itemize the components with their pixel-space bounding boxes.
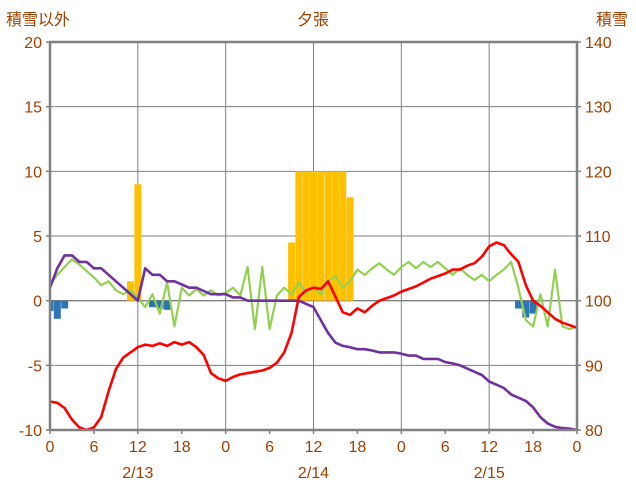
left-axis-tick-label: 5 (33, 229, 42, 246)
right-axis-tick-label: 90 (585, 358, 603, 375)
hour-tick-label: 6 (441, 439, 450, 456)
right-axis-tick-label: 130 (585, 100, 612, 117)
left-axis-tick-label: -5 (28, 358, 42, 375)
blue-bars-series (515, 300, 522, 309)
series-group (50, 171, 577, 430)
orange-bars-series (317, 171, 325, 301)
orange-bars-series (339, 171, 347, 301)
hour-tick-label: 0 (46, 439, 55, 456)
hour-tick-label: 0 (397, 439, 406, 456)
left-axis-tick-label: 0 (33, 294, 42, 311)
hour-tick-label: 18 (173, 439, 191, 456)
blue-bars-series (529, 300, 537, 314)
right-axis-tick-label: 80 (585, 423, 603, 440)
date-label: 2/13 (122, 465, 153, 482)
right-axis-tick-label: 140 (585, 35, 612, 52)
left-axis-tick-label: -10 (19, 423, 42, 440)
right-axis-tick-label: 100 (585, 294, 612, 311)
orange-bars-series (302, 171, 310, 301)
orange-bars-series (346, 197, 354, 301)
hour-tick-label: 12 (129, 439, 147, 456)
blue-bars-series (50, 300, 54, 311)
left-axis-tick-label: 10 (24, 164, 42, 181)
orange-bars-series (310, 171, 317, 301)
hour-tick-label: 12 (480, 439, 498, 456)
left-axis-title: 積雪以外 (6, 12, 71, 29)
right-axis-tick-label: 120 (585, 164, 612, 181)
blue-bars-series (156, 300, 164, 309)
orange-bars-series (134, 184, 142, 301)
hour-tick-label: 0 (221, 439, 230, 456)
orange-bars-series (324, 171, 332, 301)
left-axis-tick-label: 15 (24, 100, 42, 117)
blue-bars-series (163, 300, 171, 310)
orange-bars-series (288, 242, 296, 301)
blue-bars-series (522, 300, 530, 318)
date-label: 2/15 (474, 465, 505, 482)
hour-tick-label: 6 (89, 439, 98, 456)
blue-bars-series (149, 300, 156, 308)
purple-line-series (50, 254, 577, 430)
chart-title: 夕張 (296, 12, 330, 29)
hour-tick-label: 12 (305, 439, 323, 456)
left-axis-tick-label: 20 (24, 35, 42, 52)
orange-bars-series (295, 171, 303, 301)
right-axis-title: 積雪 (595, 12, 628, 29)
right-axis-tick-label: 110 (585, 229, 611, 246)
hour-tick-label: 0 (573, 439, 582, 456)
hour-tick-label: 18 (349, 439, 367, 456)
blue-bars-series (61, 300, 69, 309)
hour-tick-label: 6 (265, 439, 274, 456)
date-label: 2/14 (298, 465, 329, 482)
red-line-series (50, 241, 577, 430)
hour-tick-label: 18 (524, 439, 542, 456)
orange-bars-series (332, 171, 339, 301)
blue-bars-series (53, 300, 61, 319)
